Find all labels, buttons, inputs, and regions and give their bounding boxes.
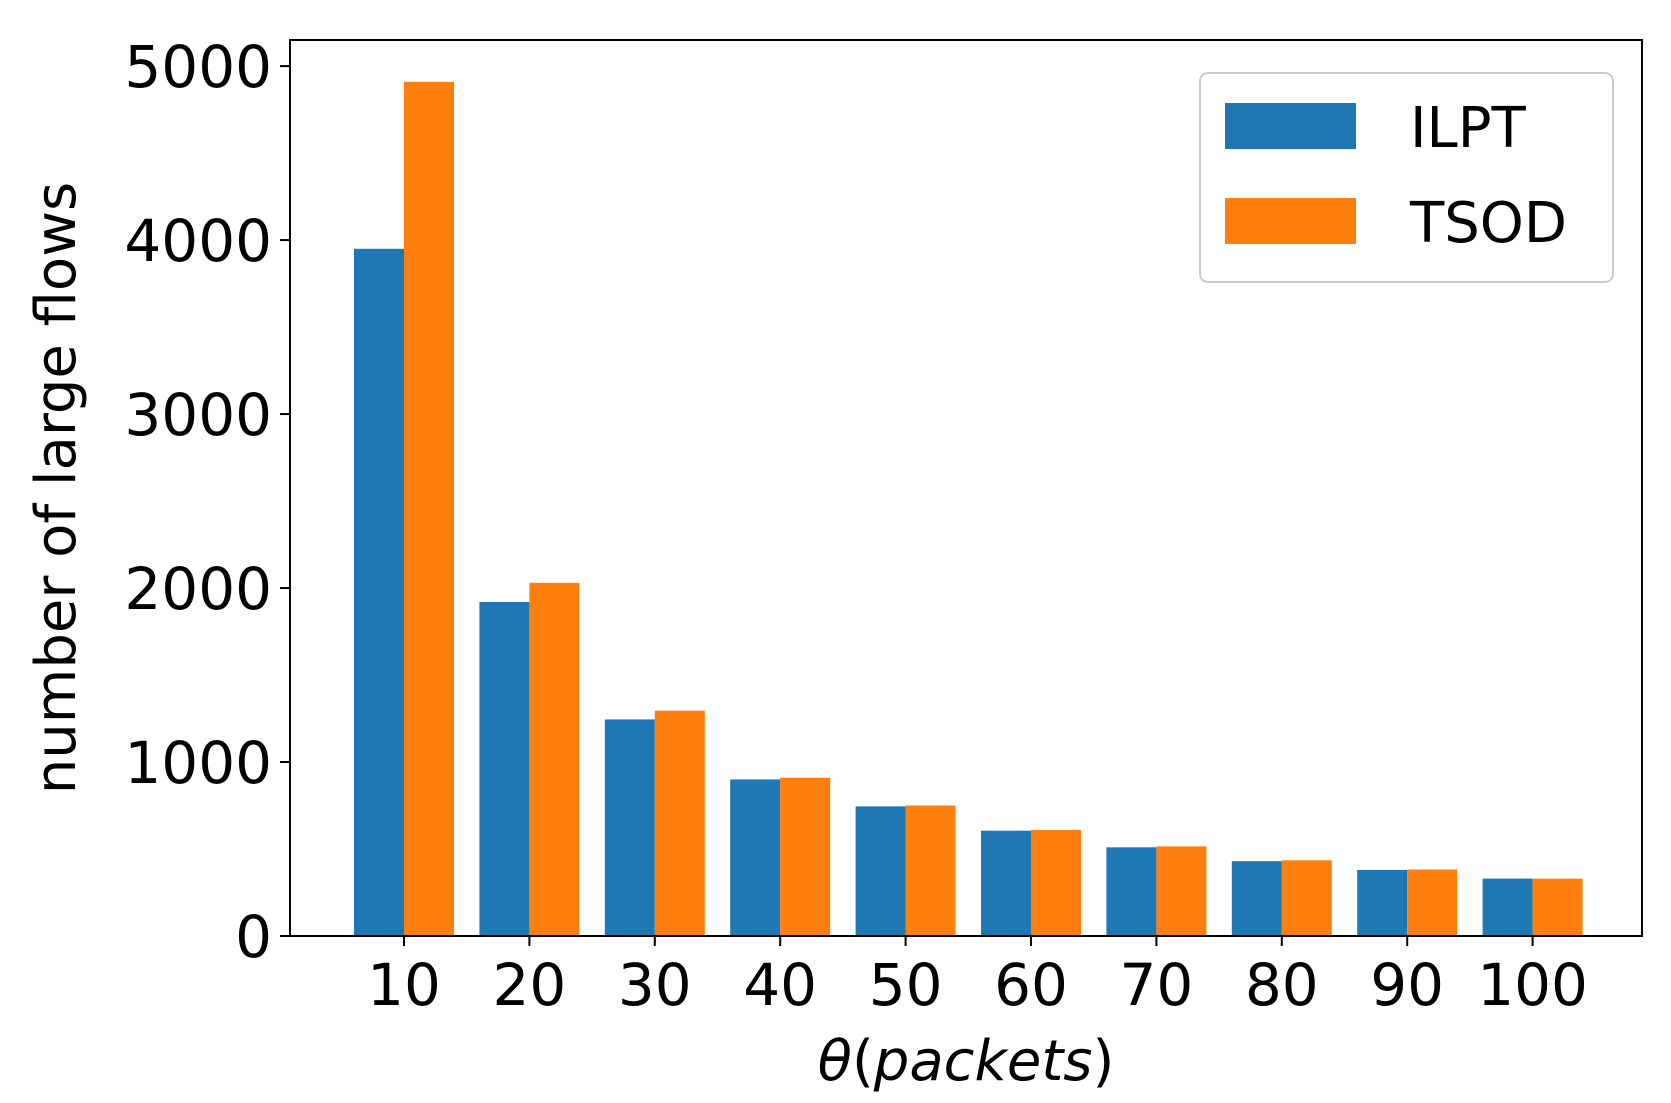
bar-ilpt-20 [479, 602, 530, 936]
bar-ilpt-30 [604, 719, 655, 936]
x-axis-label-symbol: θ [818, 1029, 852, 1094]
x-tick-label-20: 20 [492, 951, 566, 1019]
bar-ilpt-100 [1482, 878, 1533, 936]
bar-ilpt-70 [1106, 847, 1157, 936]
x-tick-label-30: 30 [618, 951, 692, 1019]
x-tick-label-90: 90 [1370, 951, 1444, 1019]
bar-tsod-80 [1281, 860, 1332, 936]
bars-layer [354, 81, 1583, 937]
legend-label-tsod: TSOD [1409, 191, 1567, 256]
y-tick-label-0: 0 [235, 903, 272, 971]
plot-area-frame [289, 39, 1643, 937]
y-tick-label-1000: 1000 [124, 729, 272, 797]
y-tick-label-3000: 3000 [124, 381, 272, 449]
y-tick-label-2000: 2000 [124, 555, 272, 623]
bar-tsod-60 [1031, 829, 1081, 936]
legend-swatch-ilpt [1225, 103, 1356, 149]
y-tick-label-4000: 4000 [124, 207, 272, 275]
bar-ilpt-90 [1357, 869, 1408, 936]
y-axis-ticks: 0 1000 2000 3000 4000 5000 [124, 33, 290, 971]
x-axis-label-close: ) [1092, 1029, 1114, 1094]
legend-swatch-tsod [1225, 198, 1356, 244]
x-tick-label-50: 50 [869, 951, 943, 1019]
bar-ilpt-40 [730, 779, 781, 936]
bar-tsod-30 [654, 710, 705, 936]
bar-tsod-10 [404, 81, 454, 937]
bar-ilpt-10 [354, 248, 404, 937]
x-axis-label-unit: packets [873, 1029, 1093, 1094]
x-tick-label-40: 40 [743, 951, 817, 1019]
bar-ilpt-80 [1231, 861, 1282, 936]
x-tick-label-100: 100 [1477, 951, 1588, 1019]
bar-tsod-90 [1407, 869, 1458, 936]
x-tick-label-80: 80 [1245, 951, 1319, 1019]
legend: ILPT TSOD [1199, 72, 1614, 283]
bar-tsod-20 [529, 582, 580, 936]
x-axis-ticks: 10 20 30 40 50 60 70 80 90 100 [367, 936, 1588, 1019]
bar-tsod-40 [780, 777, 831, 936]
x-tick-label-10: 10 [367, 951, 441, 1019]
x-tick-label-70: 70 [1119, 951, 1193, 1019]
bar-ilpt-60 [981, 830, 1031, 936]
bar-tsod-70 [1156, 846, 1207, 936]
x-tick-label-60: 60 [994, 951, 1068, 1019]
x-axis-label: θ(packets) [818, 1029, 1115, 1094]
y-tick-label-5000: 5000 [124, 33, 272, 101]
y-axis-label: number of large flows [24, 182, 89, 794]
bar-tsod-100 [1532, 878, 1583, 936]
bar-ilpt-50 [855, 806, 906, 936]
legend-label-ilpt: ILPT [1410, 96, 1526, 161]
bar-tsod-50 [905, 805, 956, 936]
x-axis-label-open: ( [852, 1029, 874, 1094]
